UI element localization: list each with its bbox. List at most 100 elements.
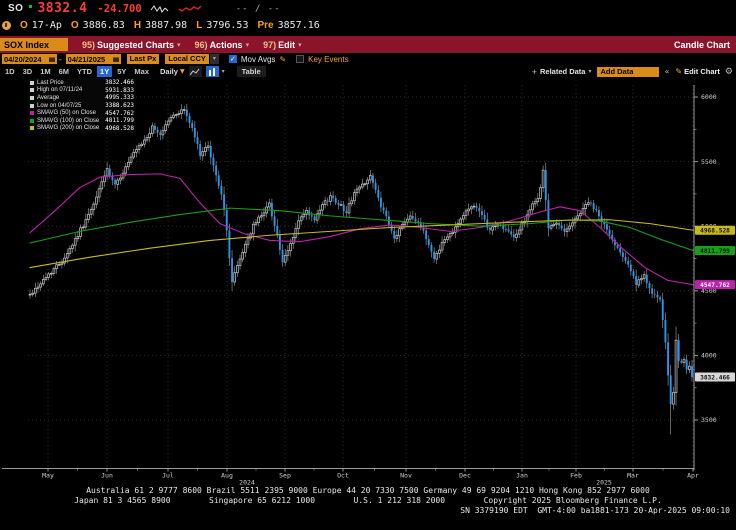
legend-marker xyxy=(30,80,34,85)
toolbar-row-1: - Last Px Local CCY ▾ ✓ Mov Avgs ✎ Key E… xyxy=(0,53,736,65)
frequency-value: Daily xyxy=(160,67,178,76)
currency-caret-icon[interactable]: ▾ xyxy=(209,54,219,64)
svg-text:3832.466: 3832.466 xyxy=(700,374,730,381)
menu-item-number: 97) xyxy=(263,39,277,50)
axis-badge xyxy=(695,225,735,235)
period-button-6m[interactable]: 6M xyxy=(58,67,70,76)
line-chart-type-button[interactable] xyxy=(188,66,202,77)
table-button[interactable]: Table xyxy=(236,66,266,77)
session-token-value: 3796.53 xyxy=(206,20,249,31)
period-button-5y[interactable]: 5Y xyxy=(117,67,127,76)
bid-ask-placeholder: -- / -- xyxy=(235,3,281,14)
date-range-separator: - xyxy=(59,54,62,64)
last-price: 3832.4 xyxy=(37,1,88,16)
add-data-input[interactable] xyxy=(597,66,660,77)
svg-text:4811.799: 4811.799 xyxy=(700,248,730,255)
price-change: -24.700 xyxy=(97,2,142,15)
footer-contact-line-2: Japan 81 3 4565 8900 Singapore 65 6212 1… xyxy=(74,496,662,505)
legend-row: Average 4995.333 xyxy=(30,94,134,102)
legend-value: 5931.833 xyxy=(105,86,134,94)
session-token: O 17-Ap xyxy=(20,20,62,31)
collapse-panel-icon[interactable]: « xyxy=(664,67,670,76)
session-token-value: 3857.16 xyxy=(277,20,320,31)
calendar-icon[interactable] xyxy=(49,56,55,62)
legend-row: Low on 04/07/25 3388.623 xyxy=(30,102,134,110)
date-to-input[interactable] xyxy=(67,54,112,64)
chart-plot-area[interactable] xyxy=(2,80,693,470)
white-sparkline-icon xyxy=(150,5,169,14)
mov-avgs-checkbox[interactable]: ✓ xyxy=(228,55,237,63)
key-events-label: Key Events xyxy=(308,54,349,64)
chart-type-title: Candle Chart xyxy=(673,39,730,50)
clock-icon xyxy=(2,21,11,30)
legend-label: SMAVG (200) on Close xyxy=(37,125,100,132)
date-from-field[interactable] xyxy=(2,54,57,64)
date-from-input[interactable] xyxy=(4,54,48,64)
svg-text:Jun: Jun xyxy=(101,472,113,480)
calendar-icon[interactable] xyxy=(112,56,119,62)
svg-text:4000: 4000 xyxy=(701,352,717,360)
date-to-field[interactable] xyxy=(65,54,121,64)
session-token-label: O xyxy=(20,20,28,31)
sma-line-200 xyxy=(29,219,694,269)
sma-line-50 xyxy=(29,173,694,286)
candle-chart-type-button[interactable] xyxy=(205,66,219,77)
quote-strip: SO 3832.4 -24.700 -- / -- xyxy=(0,0,736,17)
svg-text:4547.762: 4547.762 xyxy=(700,282,730,289)
security-input[interactable] xyxy=(0,38,68,51)
edit-mov-avgs-pencil-icon[interactable]: ✎ xyxy=(279,54,287,64)
legend-marker xyxy=(30,126,34,131)
candles xyxy=(28,103,693,435)
sma-line-100 xyxy=(29,207,694,252)
legend-marker xyxy=(30,118,34,123)
period-button-max[interactable]: Max xyxy=(134,67,149,76)
legend-marker xyxy=(30,88,34,93)
svg-text:Oct: Oct xyxy=(337,472,349,480)
line-chart-icon xyxy=(190,68,200,75)
svg-text:4968.528: 4968.528 xyxy=(700,228,730,235)
chevron-down-icon[interactable]: ▾ xyxy=(588,68,592,75)
menu-item-suggested-charts[interactable]: 95) Suggested Charts ▾ xyxy=(82,40,181,50)
moving-average-lines xyxy=(29,173,694,286)
key-events-checkbox[interactable] xyxy=(296,55,305,63)
svg-text:4500: 4500 xyxy=(701,287,717,295)
legend-label: Last Price xyxy=(37,79,64,86)
menu-item-label: Actions xyxy=(209,39,243,50)
menu-item-actions[interactable]: 96) Actions ▾ xyxy=(195,40,250,50)
legend-value: 3832.466 xyxy=(105,79,134,87)
period-button-1m[interactable]: 1M xyxy=(40,67,51,76)
svg-text:Jan: Jan xyxy=(516,472,528,480)
axes: 600055005000450040003500MayJunJulAugSepO… xyxy=(2,85,717,487)
candle-chart-icon xyxy=(208,67,216,76)
svg-text:3500: 3500 xyxy=(701,416,717,424)
currency-select[interactable]: Local CCY xyxy=(165,54,209,64)
svg-text:Feb: Feb xyxy=(570,472,582,480)
toolbar-row-2: 1D 3D 1M 6M YTD 1Y 5Y Max Daily ▼ ▾ Table + Rel… xyxy=(0,65,736,78)
gear-icon[interactable]: ⚙ xyxy=(724,66,733,77)
session-token: O 3886.83 xyxy=(71,20,125,31)
legend-label: High on 07/11/24 xyxy=(37,87,83,94)
session-token: H 3887.98 xyxy=(134,20,187,31)
terminal-footer: Australia 61 2 9777 8600 Brazil 5511 239… xyxy=(0,486,736,516)
period-button-ytd[interactable]: YTD xyxy=(77,67,93,76)
session-token-label: H xyxy=(133,20,142,31)
menu-item-edit[interactable]: 97) Edit ▾ xyxy=(263,40,302,50)
period-button-1y[interactable]: 1Y xyxy=(97,66,113,77)
legend-row: SMAVG (200) on Close 4968.528 xyxy=(30,125,134,133)
session-token: L 3796.53 xyxy=(196,20,248,31)
menu-item-number: 95) xyxy=(82,39,96,50)
edit-chart-button[interactable]: Edit Chart xyxy=(684,67,720,76)
menu-item-label: Suggested Charts xyxy=(97,39,175,50)
session-strip: O 17-Ap O 3886.83 H 3887.98 L 3796.53 Pre 3857.16 xyxy=(0,17,736,34)
period-button-1d[interactable]: 1D xyxy=(5,67,15,76)
price-field-select[interactable]: Last Px xyxy=(126,54,160,64)
axis-badge xyxy=(695,280,735,290)
related-data-button[interactable]: Related Data xyxy=(540,67,586,76)
frequency-dropdown[interactable]: Daily ▼ xyxy=(160,67,185,76)
session-token-label: O xyxy=(70,20,79,31)
chart-type-caret-icon[interactable]: ▾ xyxy=(221,68,225,75)
menu-item-number: 96) xyxy=(194,39,208,50)
svg-text:2024: 2024 xyxy=(239,479,255,487)
period-button-3d[interactable]: 3D xyxy=(22,67,33,76)
